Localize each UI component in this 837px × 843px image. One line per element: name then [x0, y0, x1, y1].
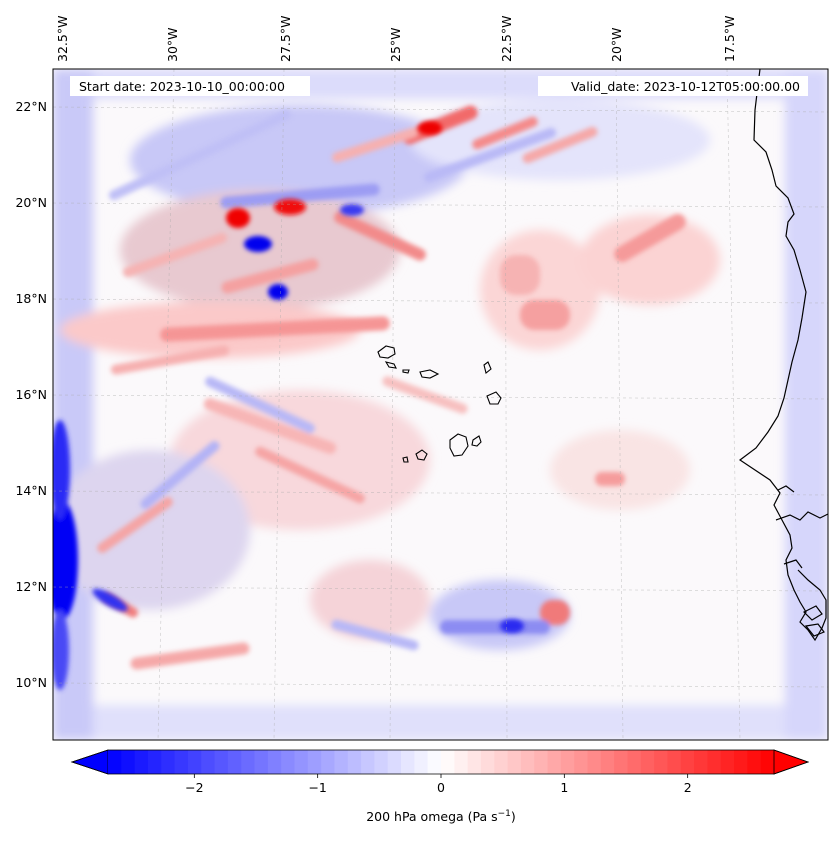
- latitude-labels: 22°N 20°N 18°N 16°N 14°N 12°N 10°N: [15, 99, 47, 690]
- colorbar-outline: [70, 749, 810, 775]
- colorbar-ticks: −2 −1 0 1 2: [185, 774, 692, 795]
- coastlines: [738, 69, 828, 642]
- colorbar-extend-max: [773, 749, 810, 775]
- colorbar-band: [294, 750, 309, 774]
- colorbar-band: [707, 750, 722, 774]
- colorbar-band: [520, 750, 535, 774]
- colorbar-band: [640, 750, 655, 774]
- lat-label: 12°N: [15, 579, 47, 594]
- colorbar-band: [747, 750, 762, 774]
- colorbar-band: [241, 750, 256, 774]
- lon-label: 22.5°W: [499, 16, 514, 62]
- colorbar-band: [574, 750, 589, 774]
- colorbar-band: [334, 750, 349, 774]
- colorbar-band: [547, 750, 562, 774]
- lat-label: 22°N: [15, 99, 47, 114]
- lon-label: 32.5°W: [55, 16, 70, 62]
- colorbar-band: [267, 750, 282, 774]
- colorbar-band: [734, 750, 748, 774]
- colorbar-band: [441, 750, 455, 774]
- colorbar-band: [254, 750, 269, 774]
- colorbar-band: [667, 750, 682, 774]
- colorbar-band: [361, 750, 375, 774]
- lon-label: 30°W: [165, 27, 180, 62]
- map-frame: [52, 68, 829, 741]
- colorbar-tick-label: −2: [185, 780, 203, 795]
- colorbar-extend-min: [70, 749, 109, 775]
- omega-map: Start date: 2023-10-10_00:00:00 Valid_da…: [52, 68, 829, 741]
- lon-label: 17.5°W: [722, 16, 737, 62]
- colorbar-band: [600, 750, 615, 774]
- colorbar-band: [187, 750, 202, 774]
- africa-coastline: [738, 69, 827, 642]
- colorbar-bands: [108, 750, 775, 774]
- colorbar-band: [454, 750, 469, 774]
- colorbar-band: [321, 750, 336, 774]
- omega-extrema: [53, 121, 524, 690]
- colorbar-band: [427, 750, 442, 774]
- colorbar-band: [214, 750, 229, 774]
- colorbar-band: [347, 750, 362, 774]
- start-date-box: [70, 76, 310, 96]
- lon-label: 20°W: [609, 27, 624, 62]
- colorbar-band: [694, 750, 708, 774]
- colorbar-band: [147, 750, 162, 774]
- lat-label: 10°N: [15, 675, 47, 690]
- colorbar-tick-label: 1: [560, 780, 568, 795]
- colorbar-band: [480, 750, 495, 774]
- colorbar-band: [467, 750, 482, 774]
- lat-label: 20°N: [15, 195, 47, 210]
- colorbar-band: [401, 750, 415, 774]
- colorbar-band: [201, 750, 216, 774]
- colorbar-tick-label: −1: [308, 780, 326, 795]
- colorbar-band: [108, 750, 122, 774]
- start-date-label: Start date: 2023-10-10_00:00:00: [79, 79, 285, 94]
- colorbar-band: [227, 750, 242, 774]
- colorbar-band: [307, 750, 322, 774]
- colorbar-band: [760, 750, 775, 774]
- colorbar-band: [587, 750, 602, 774]
- cape-verde-islands: [377, 345, 502, 463]
- colorbar-band: [494, 750, 509, 774]
- colorbar-band: [387, 750, 402, 774]
- colorbar-band: [627, 750, 642, 774]
- colorbar-band: [134, 750, 149, 774]
- colorbar-band: [281, 750, 296, 774]
- lat-label: 14°N: [15, 483, 47, 498]
- colorbar: −2 −1 0 1 2 200 hPa omega (Pa s−1): [70, 749, 810, 824]
- colorbar-band: [174, 750, 189, 774]
- colorbar-band: [560, 750, 575, 774]
- colorbar-band: [414, 750, 429, 774]
- colorbar-band: [654, 750, 669, 774]
- omega-field-streaks: [97, 105, 686, 670]
- lon-label: 25°W: [388, 27, 403, 62]
- longitude-labels: 32.5°W 30°W 27.5°W 25°W 22.5°W 20°W 17.5…: [55, 16, 737, 62]
- colorbar-band: [534, 750, 549, 774]
- lon-label: 27.5°W: [278, 16, 293, 62]
- valid-date-label: Valid_date: 2023-10-12T05:00:00.00: [571, 79, 800, 94]
- colorbar-band: [680, 750, 695, 774]
- colorbar-band: [374, 750, 389, 774]
- colorbar-band: [720, 750, 735, 774]
- colorbar-tick-label: 2: [684, 780, 692, 795]
- valid-date-box: [538, 76, 808, 96]
- colorbar-label: 200 hPa omega (Pa s−1): [366, 809, 516, 824]
- lat-label: 16°N: [15, 387, 47, 402]
- colorbar-band: [614, 750, 629, 774]
- colorbar-band: [507, 750, 522, 774]
- colorbar-band: [161, 750, 176, 774]
- colorbar-tick-label: 0: [437, 780, 445, 795]
- lat-label: 18°N: [15, 291, 47, 306]
- colorbar-band: [121, 750, 136, 774]
- graticule: [53, 69, 828, 740]
